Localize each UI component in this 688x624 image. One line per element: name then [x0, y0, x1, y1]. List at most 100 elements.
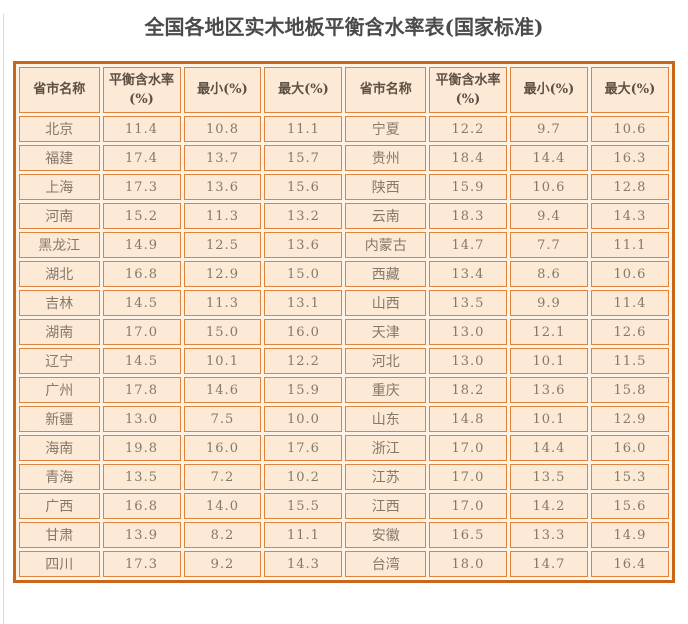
- province-cell: 广州: [19, 377, 100, 403]
- value-cell: 14.7: [428, 232, 507, 258]
- header-cell-min-right: 最小(%): [509, 67, 588, 113]
- value-cell: 18.2: [428, 377, 507, 403]
- province-cell: 四川: [19, 551, 100, 577]
- province-cell: 甘肃: [19, 522, 100, 548]
- value-cell: 14.8: [428, 406, 507, 432]
- province-cell: 黑龙江: [19, 232, 100, 258]
- value-cell: 14.7: [509, 551, 588, 577]
- province-cell: 新疆: [19, 406, 100, 432]
- header-cell-max-right: 最大(%): [590, 67, 669, 113]
- value-cell: 17.0: [428, 435, 507, 461]
- value-cell: 15.9: [264, 377, 343, 403]
- value-cell: 7.5: [183, 406, 262, 432]
- value-cell: 9.2: [183, 551, 262, 577]
- value-cell: 13.2: [264, 203, 343, 229]
- value-cell: 13.0: [428, 319, 507, 345]
- value-cell: 15.2: [102, 203, 181, 229]
- table-body: 北京 11.4 10.8 11.1 宁夏 12.2 9.7 10.6 福建 17…: [19, 116, 669, 577]
- value-cell: 9.7: [509, 116, 588, 142]
- province-cell: 重庆: [345, 377, 426, 403]
- province-cell: 陕西: [345, 174, 426, 200]
- value-cell: 10.1: [183, 348, 262, 374]
- value-cell: 18.3: [428, 203, 507, 229]
- table-row: 辽宁 14.5 10.1 12.2 河北 13.0 10.1 11.5: [19, 348, 669, 374]
- table-header: 省市名称 平衡含水率(%) 最小(%) 最大(%) 省市名称 平衡含水率(%) …: [19, 67, 669, 113]
- value-cell: 11.3: [183, 290, 262, 316]
- value-cell: 13.3: [509, 522, 588, 548]
- header-cell-province-left: 省市名称: [19, 67, 100, 113]
- province-cell: 青海: [19, 464, 100, 490]
- value-cell: 12.6: [590, 319, 669, 345]
- value-cell: 14.0: [183, 493, 262, 519]
- header-cell-province-right: 省市名称: [345, 67, 426, 113]
- value-cell: 10.1: [509, 348, 588, 374]
- header-cell-max-left: 最大(%): [264, 67, 343, 113]
- value-cell: 17.0: [428, 464, 507, 490]
- value-cell: 16.8: [102, 261, 181, 287]
- value-cell: 10.6: [509, 174, 588, 200]
- province-cell: 江苏: [345, 464, 426, 490]
- table-row: 甘肃 13.9 8.2 11.1 安徽 16.5 13.3 14.9: [19, 522, 669, 548]
- province-cell: 湖南: [19, 319, 100, 345]
- province-cell: 贵州: [345, 145, 426, 171]
- value-cell: 12.2: [428, 116, 507, 142]
- value-cell: 12.9: [183, 261, 262, 287]
- table-row: 上海 17.3 13.6 15.6 陕西 15.9 10.6 12.8: [19, 174, 669, 200]
- value-cell: 11.1: [590, 232, 669, 258]
- value-cell: 15.9: [428, 174, 507, 200]
- value-cell: 14.6: [183, 377, 262, 403]
- value-cell: 13.6: [264, 232, 343, 258]
- table-row: 北京 11.4 10.8 11.1 宁夏 12.2 9.7 10.6: [19, 116, 669, 142]
- value-cell: 19.8: [102, 435, 181, 461]
- value-cell: 11.5: [590, 348, 669, 374]
- page-title: 全国各地区实木地板平衡含水率表(国家标准): [144, 15, 544, 39]
- value-cell: 11.3: [183, 203, 262, 229]
- header-cell-min-left: 最小(%): [183, 67, 262, 113]
- value-cell: 14.9: [102, 232, 181, 258]
- value-cell: 14.9: [590, 522, 669, 548]
- value-cell: 15.3: [590, 464, 669, 490]
- province-cell: 吉林: [19, 290, 100, 316]
- value-cell: 7.7: [509, 232, 588, 258]
- header-cell-emc-left: 平衡含水率(%): [102, 67, 181, 113]
- value-cell: 15.6: [264, 174, 343, 200]
- province-cell: 广西: [19, 493, 100, 519]
- value-cell: 14.2: [509, 493, 588, 519]
- province-cell: 江西: [345, 493, 426, 519]
- value-cell: 14.5: [102, 290, 181, 316]
- value-cell: 12.9: [590, 406, 669, 432]
- value-cell: 8.2: [183, 522, 262, 548]
- table-row: 福建 17.4 13.7 15.7 贵州 18.4 14.4 16.3: [19, 145, 669, 171]
- province-cell: 西藏: [345, 261, 426, 287]
- table-row: 广州 17.8 14.6 15.9 重庆 18.2 13.6 15.8: [19, 377, 669, 403]
- province-cell: 宁夏: [345, 116, 426, 142]
- value-cell: 11.4: [590, 290, 669, 316]
- value-cell: 16.0: [264, 319, 343, 345]
- table-row: 四川 17.3 9.2 14.3 台湾 18.0 14.7 16.4: [19, 551, 669, 577]
- value-cell: 15.5: [264, 493, 343, 519]
- header-cell-emc-right: 平衡含水率(%): [428, 67, 507, 113]
- table-row: 广西 16.8 14.0 15.5 江西 17.0 14.2 15.6: [19, 493, 669, 519]
- value-cell: 16.4: [590, 551, 669, 577]
- value-cell: 11.1: [264, 116, 343, 142]
- value-cell: 13.1: [264, 290, 343, 316]
- value-cell: 13.7: [183, 145, 262, 171]
- value-cell: 10.1: [509, 406, 588, 432]
- value-cell: 9.9: [509, 290, 588, 316]
- province-cell: 山东: [345, 406, 426, 432]
- value-cell: 15.0: [183, 319, 262, 345]
- value-cell: 13.5: [428, 290, 507, 316]
- value-cell: 17.3: [102, 174, 181, 200]
- value-cell: 13.6: [183, 174, 262, 200]
- province-cell: 山西: [345, 290, 426, 316]
- value-cell: 11.1: [264, 522, 343, 548]
- province-cell: 辽宁: [19, 348, 100, 374]
- value-cell: 17.3: [102, 551, 181, 577]
- province-cell: 湖北: [19, 261, 100, 287]
- province-cell: 天津: [345, 319, 426, 345]
- province-cell: 福建: [19, 145, 100, 171]
- table-row: 青海 13.5 7.2 10.2 江苏 17.0 13.5 15.3: [19, 464, 669, 490]
- province-cell: 台湾: [345, 551, 426, 577]
- value-cell: 10.8: [183, 116, 262, 142]
- value-cell: 12.2: [264, 348, 343, 374]
